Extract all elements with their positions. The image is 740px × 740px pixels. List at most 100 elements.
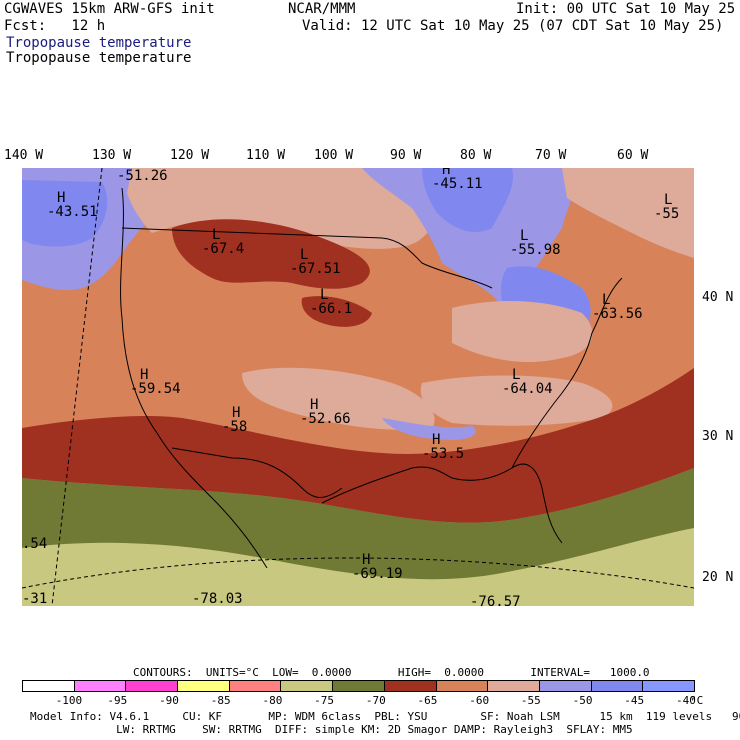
fill-region-red-dakotas (301, 296, 372, 327)
fill-region-red-northern-plains (172, 219, 370, 289)
extremum-value: -67.51 (290, 261, 341, 277)
longitude-label: 110 W (246, 148, 286, 163)
fill-region-salmon-east (562, 168, 694, 258)
extremum-value: -67.4 (202, 241, 244, 257)
map-lines (22, 168, 694, 606)
extremum-letter: H (432, 432, 440, 448)
longitude-label: 100 W (314, 148, 354, 163)
extremum-value: .54 (22, 536, 47, 552)
color-legend-swatch (228, 680, 282, 692)
latitude-label: 30 N (702, 429, 734, 444)
fill-region-salmon-southwest (242, 367, 435, 430)
longitude-label: 80 W (460, 148, 492, 163)
field-title-colored: Tropopause temperature (6, 35, 192, 51)
extremum-letter: L (512, 367, 520, 383)
fill-region-red-southern-band (22, 368, 694, 523)
parallel-line (22, 557, 694, 589)
color-legend-swatch (22, 680, 75, 692)
extremum-value: -52.66 (300, 411, 351, 427)
extremum-value: -55.98 (510, 242, 561, 258)
extremum-value: -63.56 (592, 306, 643, 322)
color-legend-unit: °C (690, 694, 704, 707)
extremum-value: -43.51 (47, 204, 98, 220)
color-legend-label: -100 (55, 694, 83, 707)
meridian-line (51, 168, 103, 606)
color-legend-label: -75 (314, 694, 335, 707)
init-time: Init: 00 UTC Sat 10 May 25 (516, 1, 736, 17)
extremum-value: -59.54 (130, 381, 181, 397)
color-legend-label: -50 (572, 694, 593, 707)
fill-region-salmon-northeast (452, 301, 593, 363)
valid-time: Valid: 12 UTC Sat 10 May 25 (07 CDT Sat … (302, 18, 724, 34)
extremum-value: -53.5 (422, 446, 464, 462)
fill-region-salmon-north (127, 168, 441, 249)
color-legend-swatch (538, 680, 592, 692)
contour-info: CONTOURS: UNITS=°C LOW= 0.0000 HIGH= 0.0… (133, 666, 650, 679)
extremum-letter: H (310, 397, 318, 413)
model-title: CGWAVES 15km ARW-GFS init (4, 1, 215, 17)
extremum-letter: L (664, 192, 672, 208)
extremum-value: -76.57 (470, 594, 521, 606)
forecast-hour: Fcst: 12 h (4, 18, 106, 34)
fill-region-blue-northwest (22, 180, 108, 247)
color-legend-label: -70 (365, 694, 386, 707)
model-info-line1: Model Info: V4.6.1 CU: KF MP: WDM 6class… (30, 710, 740, 723)
extremum-value: -64.04 (502, 381, 553, 397)
extremum-letter: L (212, 227, 220, 243)
color-legend-swatch (177, 680, 230, 692)
longitude-label: 120 W (170, 148, 210, 163)
color-legend-swatch (280, 680, 334, 692)
latitude-label: 20 N (702, 570, 734, 585)
fill-region-khaki-south (22, 528, 694, 606)
color-legend-label: -95 (107, 694, 128, 707)
extremum-letter: L (300, 247, 308, 263)
color-legend-label: -90 (159, 694, 179, 707)
model-info-line2: LW: RRTMG SW: RRTMG DIFF: simple KM: 2D … (30, 723, 633, 736)
extrema-annotations: H-43.51-51.26 H-45.11L-55.98L-55L-67.4 L-6… (22, 168, 679, 606)
extremum-value: -69.19 (352, 566, 403, 582)
extremum-letter: H (232, 405, 240, 421)
color-legend-label: -55 (520, 694, 541, 707)
color-legend-label: -60 (469, 694, 490, 707)
color-legend-label: -85 (210, 694, 231, 707)
coastline-atlantic (511, 277, 623, 469)
extremum-letter: H (57, 190, 65, 206)
extremum-value: -55 (654, 206, 679, 222)
org-label: NCAR/MMM (288, 1, 356, 17)
color-legend-swatch (487, 680, 540, 692)
fill-region-blue-greatlakes (422, 168, 513, 233)
extremum-value: -78.03 (192, 591, 243, 606)
extremum-letter: L (320, 287, 328, 303)
border-mexico-us (171, 447, 343, 498)
coastline-gulf (321, 463, 563, 544)
extremum-letter: L (602, 292, 610, 308)
extremum-letter: H (442, 168, 450, 178)
color-legend-swatch (590, 680, 644, 692)
fill-region-lavender-gulf (382, 418, 476, 440)
color-legend-swatch (383, 680, 437, 692)
color-legend-swatch (332, 680, 385, 692)
field-title-contour: Tropopause temperature (6, 50, 192, 66)
extremum-value: -31 (22, 591, 47, 606)
longitude-label: 130 W (92, 148, 132, 163)
longitude-label: 140 W (4, 148, 44, 163)
longitude-label: 70 W (535, 148, 567, 163)
longitude-label: 60 W (617, 148, 649, 163)
longitude-label: 90 W (390, 148, 422, 163)
extremum-letter: H (140, 367, 148, 383)
border-canada-us (121, 227, 493, 289)
tropopause-temperature-map: H-43.51-51.26 H-45.11L-55.98L-55L-67.4 L-6… (22, 168, 694, 606)
extremum-value: -58 (222, 419, 247, 435)
color-legend-label: -80 (262, 694, 283, 707)
fill-region-salmon-southeast (420, 375, 613, 426)
extremum-value: -45.11 (432, 176, 483, 192)
extremum-letter: L (520, 228, 528, 244)
color-legend-swatch (435, 680, 489, 692)
latitude-label: 40 N (702, 290, 734, 305)
color-legend-label: -65 (417, 694, 438, 707)
color-legend (22, 680, 695, 694)
extremum-value: -51.26 (117, 168, 168, 184)
coastline-west (120, 187, 268, 569)
color-legend-swatch (125, 680, 179, 692)
color-legend-label: -40 (676, 694, 696, 707)
